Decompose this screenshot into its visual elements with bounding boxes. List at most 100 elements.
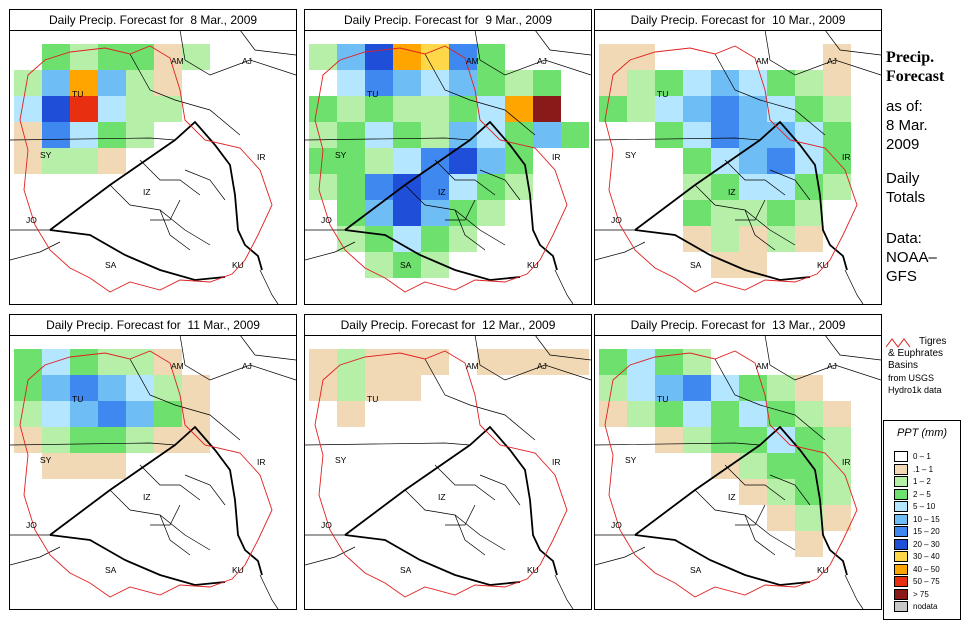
admin-boundary [424,358,536,441]
precip-cell [365,70,393,96]
admin-boundary [150,199,181,221]
legend-swatch [894,476,908,487]
admin-boundary [735,199,766,221]
precip-cell [126,401,154,427]
precip-cell [767,453,795,479]
precip-cell [309,122,337,148]
precip-cell [599,96,627,122]
precip-cell [309,349,337,375]
country-label: KU [817,565,829,575]
country-label: TU [72,394,83,404]
precip-cell [98,427,126,453]
admin-boundary [239,30,296,56]
precip-cell [421,96,449,122]
country-label: IZ [728,187,736,197]
country-label: IR [257,152,266,162]
precip-cell [365,148,393,174]
panel-mar-10: Daily Precip. Forecast for 10 Mar., 2009… [594,9,882,305]
precip-cell [823,479,851,505]
precip-cell [711,174,739,200]
panel-title: Daily Precip. Forecast for 8 Mar., 2009 [10,10,296,31]
country-label: KU [232,565,244,575]
precip-cell [70,70,98,96]
country-label: KU [232,260,244,270]
legend-label: nodata [913,602,938,611]
precip-cell [337,148,365,174]
precip-cell [711,70,739,96]
admin-boundary [129,53,241,136]
admin-boundary [445,199,476,221]
country-label: AJ [537,56,547,66]
country-label: AJ [537,361,547,371]
legend-swatch [894,501,908,512]
legend-label: 50 – 75 [913,577,940,586]
precip-cell [421,226,449,252]
precip-cell [154,70,182,96]
precip-cell [477,44,505,70]
legend-swatch [894,563,908,575]
precip-cell [70,375,98,401]
admin-boundary [824,335,881,361]
country-label: IZ [438,492,446,502]
precip-cell [599,349,627,375]
precip-cell [627,44,655,70]
precip-cell [98,122,126,148]
precip-cell [711,375,739,401]
precip-map: AM AJ TU SY IR JO SA KU IZ [10,335,296,609]
legend-label: 40 – 50 [913,564,940,574]
country-label: IR [842,457,851,467]
precip-cell [683,427,711,453]
precip-cell [70,44,98,70]
country-label: IZ [143,187,151,197]
country-label: AM [466,56,479,66]
precip-cell [14,349,42,375]
precip-cell [683,148,711,174]
legend-swatch [894,601,908,612]
country-label: JO [611,215,622,225]
precip-cell [14,122,42,148]
precip-cell [505,96,533,122]
legend-label: 5 – 10 [913,502,936,511]
admin-boundary [159,209,191,251]
precip-cell [337,349,365,375]
precip-cells [599,349,851,557]
precip-cell [655,401,683,427]
sidebar-data-source: Data: NOAA– GFS [886,229,937,286]
precip-cell [365,375,393,401]
precip-cell [533,122,561,148]
precip-cell [365,226,393,252]
basin-line-icon [885,338,911,348]
admin-boundary [259,574,279,609]
country-label: TU [657,394,668,404]
precip-cell [683,375,711,401]
admin-boundary [724,159,786,196]
precip-cell [795,531,823,557]
precip-cell [505,70,533,96]
admin-boundary [139,159,201,196]
panel-title: Daily Precip. Forecast for 10 Mar., 2009 [595,10,881,31]
precip-cell [70,96,98,122]
admin-boundary [305,442,471,446]
precip-cell [98,148,126,174]
country-border [634,425,848,576]
country-label: AJ [827,361,837,371]
country-label: AM [171,56,184,66]
basin-key-line: Hydro1k data [888,385,942,395]
precip-map: AM AJ TU SY IR JO SA KU IZ [305,335,591,609]
country-label: TU [72,89,83,99]
precip-cell [393,148,421,174]
panel-title: Daily Precip. Forecast for 11 Mar., 2009 [10,315,296,336]
sidebar-daily-totals: Daily Totals [886,169,925,207]
precip-cell [477,200,505,226]
precip-cell [393,122,421,148]
data-line: GFS [886,268,917,285]
precip-cell [42,122,70,148]
country-label: IR [842,152,851,162]
country-label: KU [527,565,539,575]
precip-cell [795,148,823,174]
legend-label: .1 – 1 [913,464,934,474]
precip-cell [14,427,42,453]
precip-cell [154,375,182,401]
data-line: NOAA– [886,249,937,266]
precip-cell [70,148,98,174]
